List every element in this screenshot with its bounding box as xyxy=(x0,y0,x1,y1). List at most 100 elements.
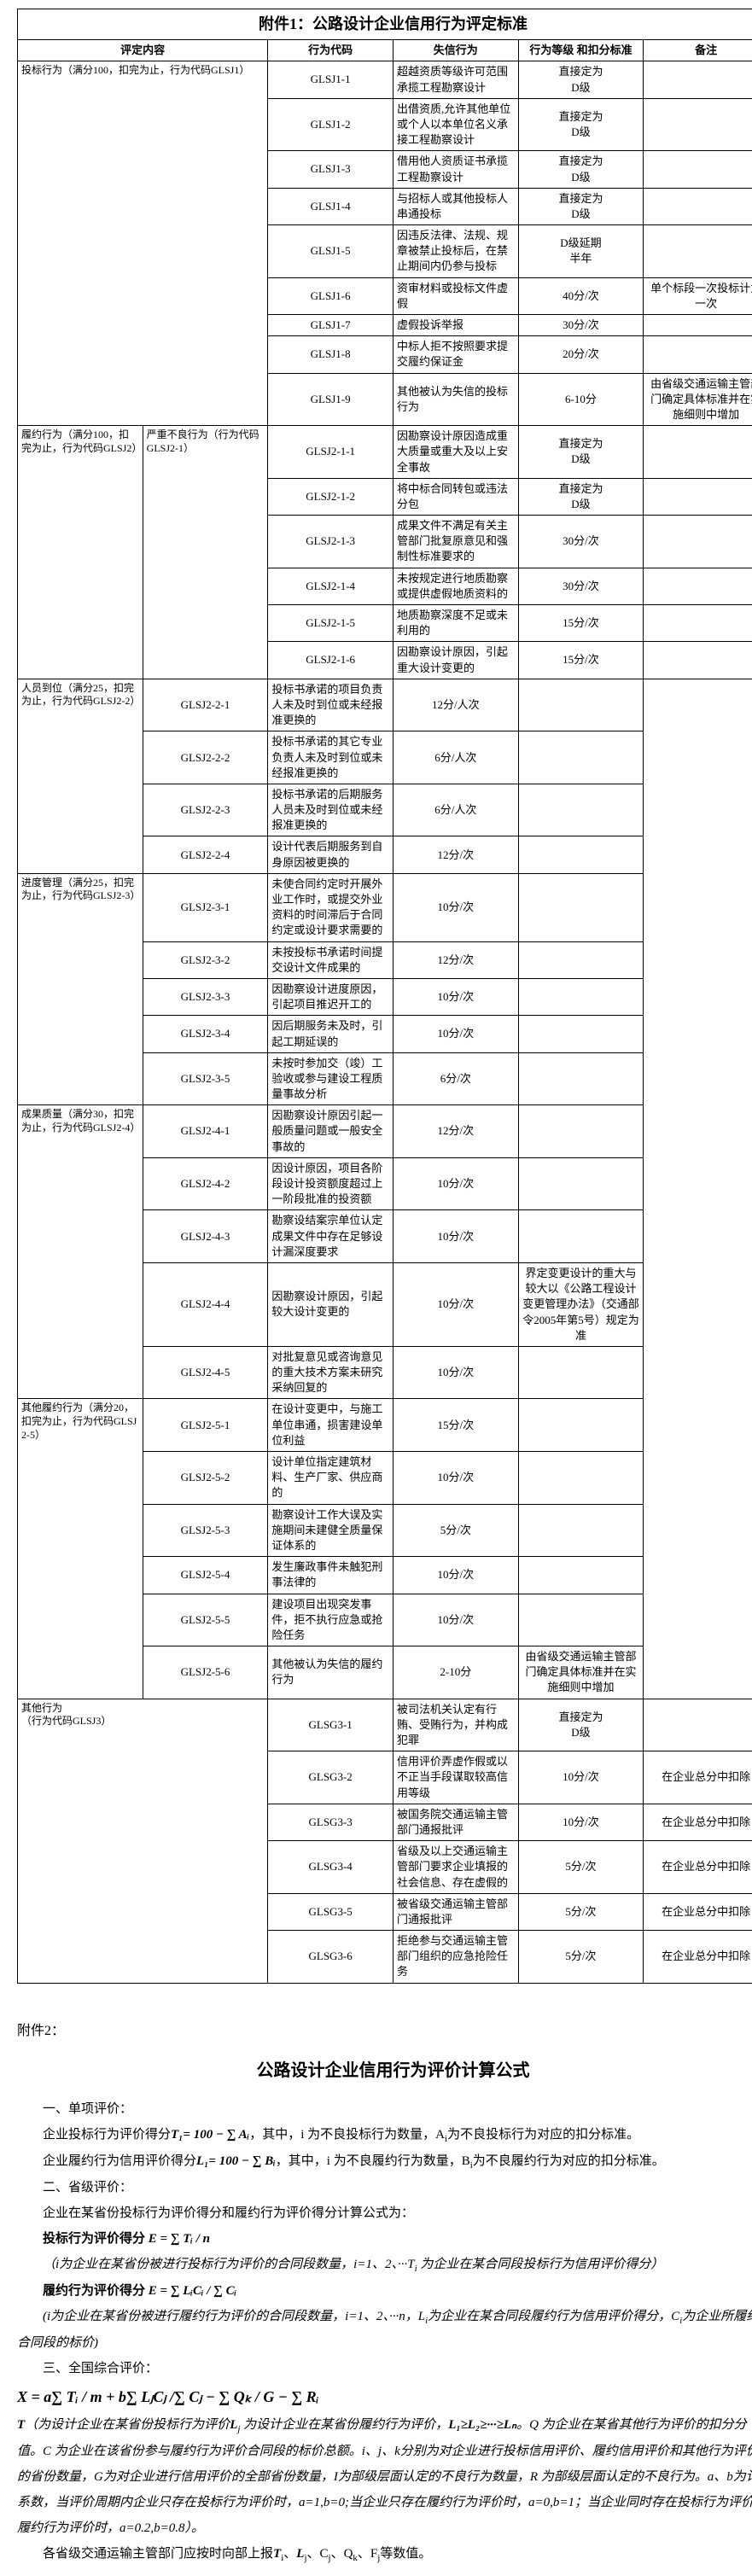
cell-code: GLSJ2-5-2 xyxy=(143,1452,268,1505)
header-row: 评定内容 行为代码 失信行为 行为等级 和扣分标准 备注 xyxy=(18,40,752,61)
cell-rem: 在企业总分中扣除 xyxy=(644,1841,752,1894)
cell-ded: 6分/人次 xyxy=(393,784,518,836)
cell-ded: 10分/次 xyxy=(518,1751,644,1804)
cell-code: GLSJ2-5-4 xyxy=(143,1557,268,1594)
cell-beh: 建设项目出现突发事件，拒不执行应急或抢险任务 xyxy=(268,1594,393,1646)
cell-ded: 直接定为D级 xyxy=(518,1699,644,1751)
cell-beh: 信用评价弄虚作假或以不正当手段谋取较高信用等级 xyxy=(393,1751,518,1804)
cell-rem xyxy=(518,978,644,1015)
cell-rem: 由省级交通运输主管部门确定具体标准并在实施细则中增加 xyxy=(518,1646,644,1699)
cell-ded: 5分/次 xyxy=(518,1893,644,1930)
cell-code: GLSJ2-4-5 xyxy=(143,1346,268,1399)
group-label: 严重不良行为（行为代码GLSJ2-1） xyxy=(143,426,268,679)
cell-rem xyxy=(518,1157,644,1210)
cell-rem xyxy=(644,315,752,336)
cell-code: GLSJ2-4-1 xyxy=(143,1105,268,1158)
cell-beh: 对批复意见或咨询意见的重大技术方案未研究采纳回复的 xyxy=(268,1346,393,1399)
cell-code: GLSJ2-2-1 xyxy=(143,679,268,731)
cell-rem xyxy=(518,1399,644,1452)
cell-rem xyxy=(518,873,644,941)
cell-code: GLSJ2-1-2 xyxy=(268,478,393,515)
cell-beh: 设计单位指定建筑材料、生产厂家、供应商的 xyxy=(268,1452,393,1505)
cell-beh: 被省级交通运输主管部门通报批评 xyxy=(393,1893,518,1930)
cell-rem xyxy=(644,426,752,479)
cell-code: GLSJ2-3-3 xyxy=(143,978,268,1015)
cell-ded: D级延期半年 xyxy=(518,225,644,278)
cell-code: GLSJ2-3-5 xyxy=(143,1052,268,1105)
cell-rem xyxy=(518,836,644,873)
cell-ded: 直接定为D级 xyxy=(518,188,644,224)
cell-ded: 12分/次 xyxy=(393,1105,518,1158)
group-label: 进度管理（满分25，扣完为止，行为代码GLSJ2-3） xyxy=(18,873,143,1104)
cell-rem xyxy=(518,731,644,784)
cell-rem: 在企业总分中扣除 xyxy=(644,1893,752,1930)
cell-code: GLSG3-6 xyxy=(268,1931,393,1984)
cell-rem xyxy=(518,1452,644,1505)
cell-rem xyxy=(644,1699,752,1751)
f1: 投标行为评价得分 E = ∑ Tᵢ / n xyxy=(17,2226,752,2252)
sec3: 三、全国综合评价： xyxy=(17,2356,752,2381)
cell-beh: 超越资质等级许可范围承揽工程勘察设计 xyxy=(393,61,518,98)
fx: X = a∑ Tᵢ / m + b∑ LⱼCⱼ /∑ Cⱼ − ∑ Qₖ / G… xyxy=(17,2381,752,2412)
cell-rem xyxy=(518,941,644,978)
cell-beh: 投标书承诺的其它专业负责人未及时到位或未经报准更换的 xyxy=(268,731,393,784)
cell-beh: 勘察设计工作大误及实施期间未建健全质量保证体系的 xyxy=(268,1504,393,1557)
cell-ded: 20分/次 xyxy=(518,336,644,373)
cell-rem xyxy=(644,225,752,278)
cell-code: GLSJ2-1-3 xyxy=(268,516,393,568)
cell-code: GLSJ1-4 xyxy=(268,188,393,224)
cell-ded: 12分/次 xyxy=(393,836,518,873)
cell-code: GLSJ1-1 xyxy=(268,61,393,98)
cell-rem xyxy=(644,568,752,604)
cell-code: GLSJ1-2 xyxy=(268,98,393,151)
cell-rem xyxy=(644,516,752,568)
a2-title: 公路设计企业信用行为评价计算公式 xyxy=(17,2054,752,2088)
cell-code: GLSJ2-5-6 xyxy=(143,1646,268,1699)
cell-code: GLSJ2-5-1 xyxy=(143,1399,268,1452)
cell-code: GLSJ2-3-4 xyxy=(143,1016,268,1052)
cell-code: GLSJ1-5 xyxy=(268,225,393,278)
table-row: 进度管理（满分25，扣完为止，行为代码GLSJ2-3）GLSJ2-3-1未使合同… xyxy=(18,873,752,941)
cell-rem xyxy=(644,98,752,151)
cell-beh: 因勘察设计原因，引起较大设计变更的 xyxy=(268,1262,393,1346)
cell-beh: 未按投标书承诺时间提交设计文件成果的 xyxy=(268,941,393,978)
cell-beh: 成果文件不满足有关主管部门批复原意见和强制性标准要求的 xyxy=(393,516,518,568)
cell-ded: 10分/次 xyxy=(393,1452,518,1505)
cell-rem: 在企业总分中扣除 xyxy=(644,1931,752,1984)
cell-beh: 将中标合同转包或违法分包 xyxy=(393,478,518,515)
cell-ded: 40分/次 xyxy=(518,277,644,314)
cell-ded: 10分/次 xyxy=(393,1210,518,1263)
cell-beh: 中标人拒不按照要求提交履约保证金 xyxy=(393,336,518,373)
cell-ded: 直接定为D级 xyxy=(518,61,644,98)
main-table: 附件1：公路设计企业信用行为评定标准 评定内容 行为代码 失信行为 行为等级 和… xyxy=(17,9,752,1984)
p1: 企业投标行为评价得分T₁= 100 − ∑ Aᵢ，其中，i 为不良投标行为数量，… xyxy=(17,2122,752,2148)
cell-beh: 发生廉政事件未触犯刑事法律的 xyxy=(268,1557,393,1594)
cell-beh: 在设计变更中，与施工单位串通，损害建设单位利益 xyxy=(268,1399,393,1452)
cell-beh: 被司法机关认定有行贿、受贿行为，并构成犯罪 xyxy=(393,1699,518,1751)
cell-beh: 因后期服务未及时，引起工期延误的 xyxy=(268,1016,393,1052)
table-row: 其他履约行为（满分20，扣完为止，行为代码GLSJ2-5）GLSJ2-5-1在设… xyxy=(18,1399,752,1452)
px: T（为设计企业在某省份投标行为评价Lj 为设计企业在某省份履约行为评价，L₁≥L… xyxy=(17,2412,752,2541)
attachment-2: 附件2： 公路设计企业信用行为评价计算公式 一、单项评价： 企业投标行为评价得分… xyxy=(17,2018,752,2567)
cell-beh: 因勘察设计原因引起一般质量问题或一般安全事故的 xyxy=(268,1105,393,1158)
cell-rem xyxy=(518,1016,644,1052)
f1i: （i为企业在某省份被进行投标行为评价的合同段数量，i=1、2、···Ti 为企业… xyxy=(17,2252,752,2278)
p2: 企业履约行为信用评价得分L₁= 100 − ∑ Bᵢ，其中，i 为不良履约行为数… xyxy=(17,2148,752,2175)
cell-beh: 未按规定进行地质勘察或提供虚假地质资料的 xyxy=(393,568,518,604)
cell-rem xyxy=(644,188,752,224)
cell-rem xyxy=(518,1504,644,1557)
cell-code: GLSG3-2 xyxy=(268,1751,393,1804)
cell-ded: 10分/次 xyxy=(393,1262,518,1346)
cell-beh: 省级及以上交通运输主管部门要求企业填报的社会信息、存在虚假的 xyxy=(393,1841,518,1894)
cell-code: GLSG3-3 xyxy=(268,1804,393,1840)
cell-ded: 直接定为D级 xyxy=(518,151,644,188)
cell-rem: 单个标段一次投标计为一次 xyxy=(644,277,752,314)
cell-rem xyxy=(518,1052,644,1105)
cell-code: GLSG3-5 xyxy=(268,1893,393,1930)
cell-ded: 6-10分 xyxy=(518,373,644,426)
cell-ded: 12分/次 xyxy=(393,941,518,978)
cell-beh: 被国务院交通运输主管部门通报批评 xyxy=(393,1804,518,1840)
table-title: 附件1：公路设计企业信用行为评定标准 xyxy=(18,9,752,40)
cell-code: GLSJ1-7 xyxy=(268,315,393,336)
cell-rem xyxy=(644,605,752,642)
